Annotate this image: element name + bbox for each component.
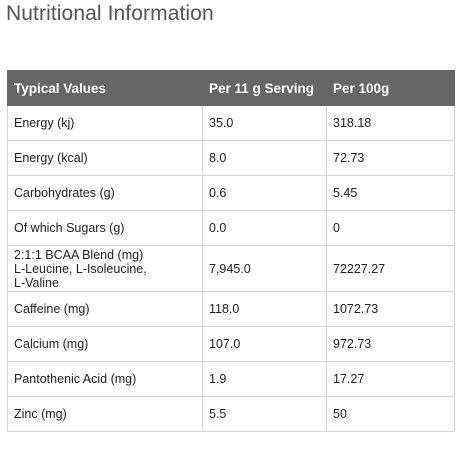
row-serving-value: 1.9 [202,361,327,397]
page-title: Nutritional Information [6,2,214,25]
nutrition-table: Typical Values Per 11 g Serving Per 100g… [7,70,455,432]
row-serving-value: 118.0 [202,291,327,327]
column-header-typical-values: Typical Values [7,70,203,106]
row-label-line: L-Leucine, L-Isoleucine, [14,261,147,276]
table-header-row: Typical Values Per 11 g Serving Per 100g [7,70,455,106]
row-serving-value: 107.0 [202,326,327,362]
row-serving-value: 0.6 [202,175,327,211]
row-label: Carbohydrates (g) [7,175,203,211]
row-per-100g-value: 50 [326,396,455,432]
row-label: 2:1:1 BCAA Blend (mg) L-Leucine, L-Isole… [7,245,203,292]
row-per-100g-value: 318.18 [326,105,455,141]
row-serving-value: 5.5 [202,396,327,432]
table-row: Energy (kcal) 8.0 72.73 [7,140,455,176]
row-per-100g-value: 0 [326,210,455,246]
row-label-line: 2:1:1 BCAA Blend (mg) [14,247,144,262]
row-label: Pantothenic Acid (mg) [7,361,203,397]
row-per-100g-value: 972.73 [326,326,455,362]
row-serving-value: 35.0 [202,105,327,141]
row-serving-value: 0.0 [202,210,327,246]
row-label: Calcium (mg) [7,326,203,362]
table-row: Of which Sugars (g) 0.0 0 [7,210,455,246]
row-serving-value: 8.0 [202,140,327,176]
table-row: 2:1:1 BCAA Blend (mg) L-Leucine, L-Isole… [7,245,455,292]
table-row: Caffeine (mg) 118.0 1072.73 [7,291,455,327]
row-per-100g-value: 72.73 [326,140,455,176]
row-label: Of which Sugars (g) [7,210,203,246]
table-row: Carbohydrates (g) 0.6 5.45 [7,175,455,211]
row-label: Energy (kj) [7,105,203,141]
table-row: Pantothenic Acid (mg) 1.9 17.27 [7,361,455,397]
row-serving-value: 7,945.0 [202,245,327,292]
row-label: Zinc (mg) [7,396,203,432]
table-row: Zinc (mg) 5.5 50 [7,396,455,432]
table-row: Energy (kj) 35.0 318.18 [7,105,455,141]
row-per-100g-value: 1072.73 [326,291,455,327]
row-per-100g-value: 17.27 [326,361,455,397]
column-header-per-100g: Per 100g [326,70,455,106]
row-per-100g-value: 5.45 [326,175,455,211]
column-header-per-serving: Per 11 g Serving [202,70,327,106]
row-per-100g-value: 72227.27 [326,245,455,292]
row-label-line: L-Valine [14,275,59,290]
table-row: Calcium (mg) 107.0 972.73 [7,326,455,362]
row-label: Energy (kcal) [7,140,203,176]
row-label: Caffeine (mg) [7,291,203,327]
